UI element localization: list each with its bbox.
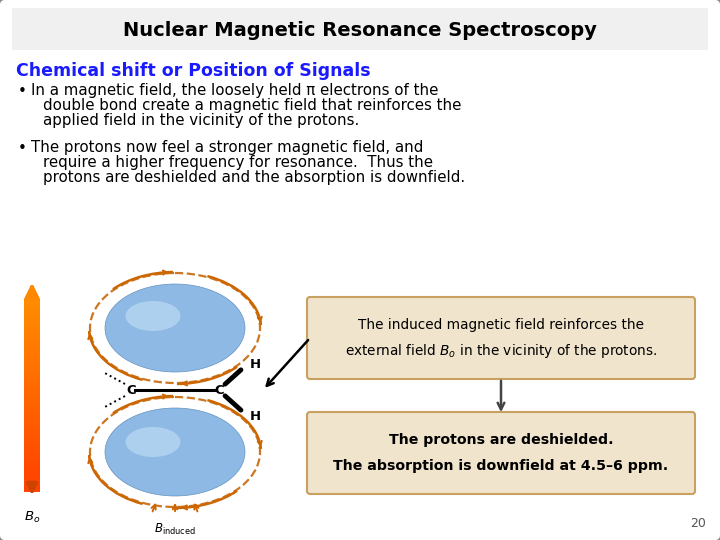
- Ellipse shape: [105, 408, 245, 496]
- Text: H: H: [250, 409, 261, 422]
- Text: •: •: [18, 84, 27, 99]
- Text: protons are deshielded and the absorption is downfield.: protons are deshielded and the absorptio…: [43, 170, 465, 185]
- Text: external field $\mathit{B}_o$ in the vicinity of the protons.: external field $\mathit{B}_o$ in the vic…: [345, 342, 657, 360]
- Ellipse shape: [105, 284, 245, 372]
- Text: $B_\mathrm{induced}$: $B_\mathrm{induced}$: [154, 522, 196, 537]
- Text: C: C: [214, 384, 224, 397]
- Text: The protons are deshielded.: The protons are deshielded.: [389, 433, 613, 447]
- Text: applied field in the vicinity of the protons.: applied field in the vicinity of the pro…: [43, 113, 359, 128]
- Text: require a higher frequency for resonance.  Thus the: require a higher frequency for resonance…: [43, 155, 433, 170]
- Text: H: H: [250, 357, 261, 370]
- Ellipse shape: [125, 427, 181, 457]
- Text: Nuclear Magnetic Resonance Spectroscopy: Nuclear Magnetic Resonance Spectroscopy: [123, 22, 597, 40]
- Text: Chemical shift or Position of Signals: Chemical shift or Position of Signals: [16, 62, 371, 80]
- Text: 20: 20: [690, 517, 706, 530]
- Text: $B_o$: $B_o$: [24, 510, 40, 525]
- FancyBboxPatch shape: [12, 8, 708, 50]
- Text: The induced magnetic field reinforces the: The induced magnetic field reinforces th…: [358, 318, 644, 332]
- Text: •: •: [18, 141, 27, 156]
- Text: In a magnetic field, the loosely held π electrons of the: In a magnetic field, the loosely held π …: [31, 83, 438, 98]
- FancyBboxPatch shape: [307, 297, 695, 379]
- FancyBboxPatch shape: [307, 412, 695, 494]
- Text: The absorption is downfield at 4.5–6 ppm.: The absorption is downfield at 4.5–6 ppm…: [333, 459, 669, 473]
- Text: C: C: [126, 384, 136, 397]
- Text: double bond create a magnetic field that reinforces the: double bond create a magnetic field that…: [43, 98, 462, 113]
- Text: The protons now feel a stronger magnetic field, and: The protons now feel a stronger magnetic…: [31, 140, 423, 155]
- Ellipse shape: [125, 301, 181, 331]
